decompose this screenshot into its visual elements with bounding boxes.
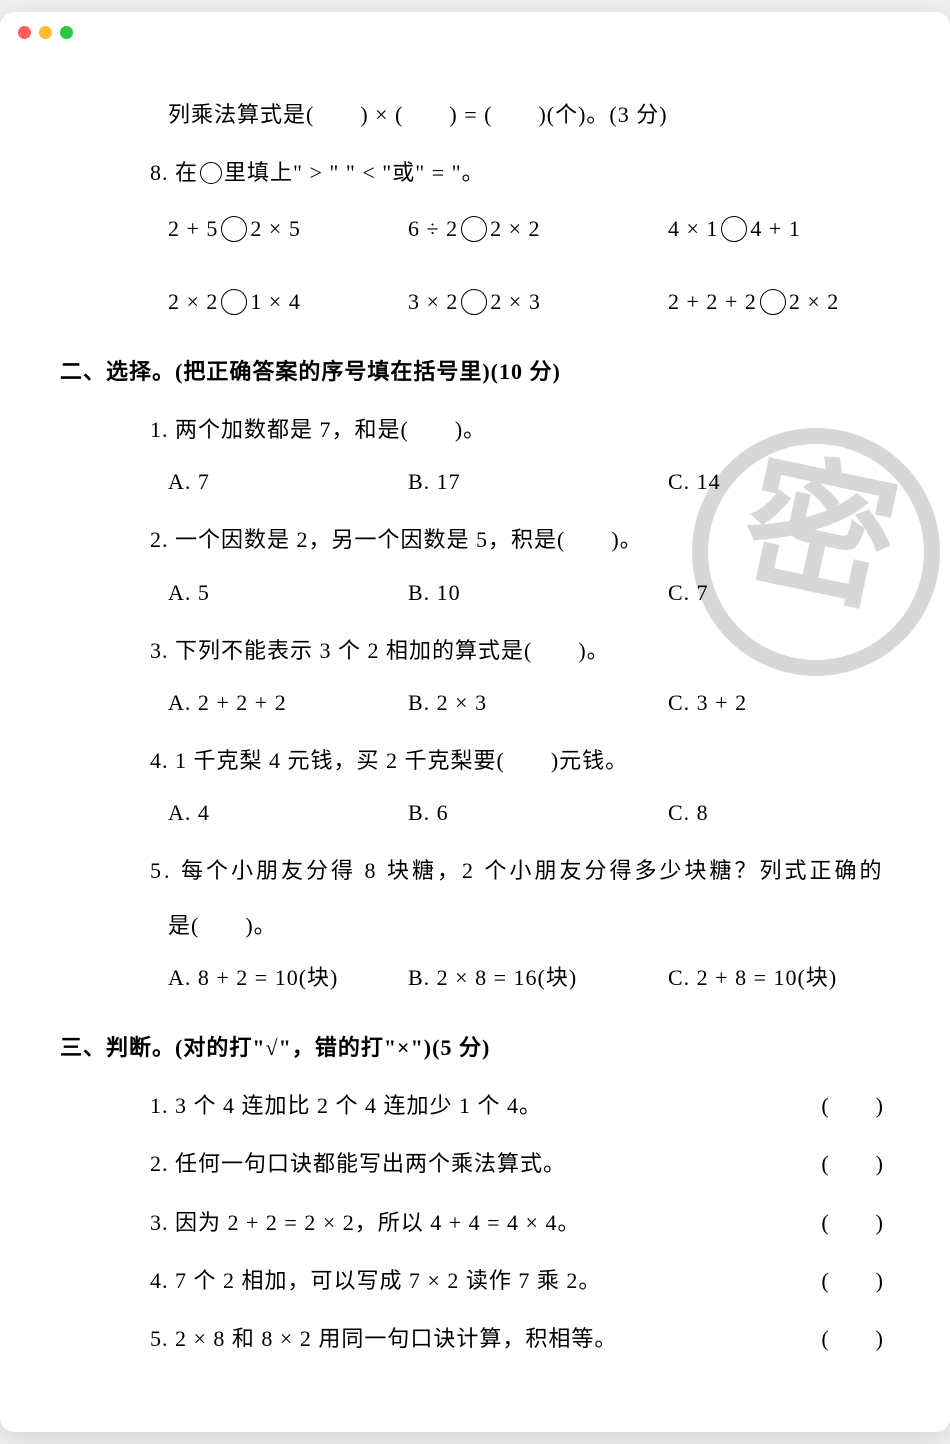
judge-paren[interactable]: ( ) [821, 1141, 894, 1187]
s2-q3-stem: 3. 下列不能表示 3 个 2 相加的算式是( )。 [60, 628, 894, 674]
q8-r1-b: 6 ÷ 22 × 2 [408, 206, 668, 252]
judge-stem: 4. 7 个 2 相加，可以写成 7 × 2 读作 7 乘 2。 [150, 1258, 821, 1304]
option-a: A. 7 [168, 459, 408, 505]
q8-r2-c: 2 + 2 + 22 × 2 [668, 279, 894, 325]
s2-q5-options: A. 8 + 2 = 10(块) B. 2 × 8 = 16(块) C. 2 +… [60, 955, 894, 1001]
compare-circle[interactable] [221, 216, 247, 242]
judge-stem: 1. 3 个 4 连加比 2 个 4 连加少 1 个 4。 [150, 1083, 821, 1129]
close-icon[interactable] [18, 26, 31, 39]
titlebar [0, 12, 950, 52]
q8-head-post: 里填上" > " " < "或" = "。 [224, 160, 485, 185]
q8-r2-a: 2 × 21 × 4 [168, 279, 408, 325]
document-page: 密 列乘法算式是( ) × ( ) = ( )(个)。(3 分) 8. 在里填上… [0, 52, 950, 1432]
option-c: C. 2 + 8 = 10(块) [668, 955, 894, 1001]
minimize-icon[interactable] [39, 26, 52, 39]
section-2-heading: 二、选择。(把正确答案的序号填在括号里)(10 分) [60, 349, 894, 395]
option-b: B. 6 [408, 790, 668, 836]
s3-item-5: 5. 2 × 8 和 8 × 2 用同一句口诀计算，积相等。 ( ) [60, 1316, 894, 1362]
option-b: B. 2 × 3 [408, 680, 668, 726]
compare-circle[interactable] [221, 289, 247, 315]
zoom-icon[interactable] [60, 26, 73, 39]
s2-q4-stem: 4. 1 千克梨 4 元钱，买 2 千克梨要( )元钱。 [60, 738, 894, 784]
option-a: A. 2 + 2 + 2 [168, 680, 408, 726]
q8-r1-c: 4 × 14 + 1 [668, 206, 894, 252]
s2-q2-stem: 2. 一个因数是 2，另一个因数是 5，积是( )。 [60, 517, 894, 563]
s2-q2-options: A. 5 B. 10 C. 7 [60, 570, 894, 616]
judge-stem: 5. 2 × 8 和 8 × 2 用同一句口诀计算，积相等。 [150, 1316, 821, 1362]
s2-q5-stem: 5. 每个小朋友分得 8 块糖，2 个小朋友分得多少块糖？列式正确的 [60, 848, 894, 894]
option-a: A. 4 [168, 790, 408, 836]
mult-equation-line: 列乘法算式是( ) × ( ) = ( )(个)。(3 分) [60, 92, 894, 138]
judge-stem: 2. 任何一句口诀都能写出两个乘法算式。 [150, 1141, 821, 1187]
s2-q1-stem: 1. 两个加数都是 7，和是( )。 [60, 407, 894, 453]
option-b: B. 2 × 8 = 16(块) [408, 955, 668, 1001]
s2-q4-options: A. 4 B. 6 C. 8 [60, 790, 894, 836]
judge-paren[interactable]: ( ) [821, 1258, 894, 1304]
window: 密 列乘法算式是( ) × ( ) = ( )(个)。(3 分) 8. 在里填上… [0, 12, 950, 1432]
option-a: A. 5 [168, 570, 408, 616]
option-a: A. 8 + 2 = 10(块) [168, 955, 408, 1001]
q8-r1-a: 2 + 52 × 5 [168, 206, 408, 252]
s2-q3-options: A. 2 + 2 + 2 B. 2 × 3 C. 3 + 2 [60, 680, 894, 726]
exam-content: 列乘法算式是( ) × ( ) = ( )(个)。(3 分) 8. 在 里填上" … [60, 92, 894, 1362]
q8-head-pre: 8. 在 [150, 160, 198, 185]
option-b: B. 10 [408, 570, 668, 616]
compare-circle[interactable] [461, 216, 487, 242]
judge-paren[interactable]: ( ) [821, 1083, 894, 1129]
s3-item-4: 4. 7 个 2 相加，可以写成 7 × 2 读作 7 乘 2。 ( ) [60, 1258, 894, 1304]
compare-circle[interactable] [760, 289, 786, 315]
s3-item-1: 1. 3 个 4 连加比 2 个 4 连加少 1 个 4。 ( ) [60, 1083, 894, 1129]
judge-paren[interactable]: ( ) [821, 1316, 894, 1362]
section-3-heading: 三、判断。(对的打"√"，错的打"×")(5 分) [60, 1025, 894, 1071]
s2-q5-stem2: 是( )。 [60, 903, 894, 949]
circle-icon [200, 162, 222, 184]
q8-r2-b: 3 × 22 × 3 [408, 279, 668, 325]
s3-item-2: 2. 任何一句口诀都能写出两个乘法算式。 ( ) [60, 1141, 894, 1187]
s3-item-3: 3. 因为 2 + 2 = 2 × 2，所以 4 + 4 = 4 × 4。 ( … [60, 1200, 894, 1246]
judge-paren[interactable]: ( ) [821, 1200, 894, 1246]
option-c: C. 14 [668, 459, 894, 505]
q8-row-2: 2 × 21 × 4 3 × 22 × 3 2 + 2 + 22 × 2 [60, 279, 894, 325]
judge-stem: 3. 因为 2 + 2 = 2 × 2，所以 4 + 4 = 4 × 4。 [150, 1200, 821, 1246]
option-c: C. 7 [668, 570, 894, 616]
compare-circle[interactable] [461, 289, 487, 315]
option-b: B. 17 [408, 459, 668, 505]
q8-heading: 8. 在 里填上" > " " < "或" = "。 [60, 150, 894, 196]
s2-q1-options: A. 7 B. 17 C. 14 [60, 459, 894, 505]
option-c: C. 3 + 2 [668, 680, 894, 726]
option-c: C. 8 [668, 790, 894, 836]
q8-row-1: 2 + 52 × 5 6 ÷ 22 × 2 4 × 14 + 1 [60, 206, 894, 252]
compare-circle[interactable] [721, 216, 747, 242]
